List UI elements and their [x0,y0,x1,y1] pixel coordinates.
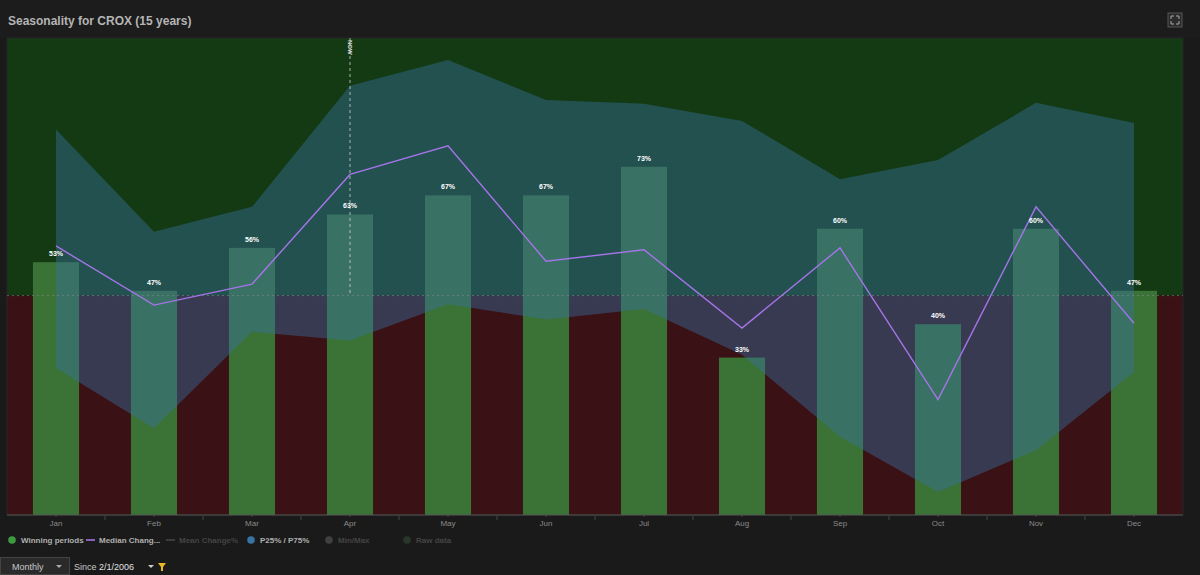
x-tick [154,515,155,517]
data-label: 40% [931,312,946,319]
legend-item[interactable]: P25% / P75% [247,536,309,545]
x-axis-divider [399,515,400,520]
x-tick [644,515,645,517]
data-label: 33% [735,346,750,353]
x-tick-label: Nov [1029,519,1043,528]
legend-label: Min/Max [338,536,370,545]
legend-item[interactable]: Winning periods [8,536,84,545]
x-axis-divider [889,515,890,520]
x-tick-label: Aug [735,519,749,528]
since-arrow [148,565,154,568]
annotation-text: NOW [347,40,353,55]
x-tick [742,515,743,517]
x-tick-label: Mar [245,519,259,528]
x-axis-divider [301,515,302,520]
plot-area [7,60,1183,515]
x-tick-label: May [440,519,455,528]
x-axis-divider [1085,515,1086,520]
grid-line [7,295,1183,296]
data-label: 67% [441,183,456,190]
data-label: 67% [539,183,554,190]
since-date: 2/1/2006 [99,562,134,572]
x-tick [938,515,939,517]
header-background [0,0,1200,38]
period-select[interactable]: Monthly [1,558,70,575]
percentile-band [56,60,1134,492]
chart-title: Seasonality for CROX (15 years) [8,14,191,28]
page-background [0,0,1200,575]
period-select-arrow [56,565,62,568]
x-tick-label: Jun [540,519,553,528]
expand-icon-box [1168,13,1182,27]
data-label: 73% [637,155,652,162]
legend-item[interactable]: Min/Max [325,536,370,545]
data-label: 47% [147,279,162,286]
x-tick-label: Jan [50,519,63,528]
median-line [56,146,1134,400]
x-axis-divider [693,515,694,520]
period-select-text: Monthly [12,562,44,572]
x-tick-label: Apr [344,519,357,528]
legend-label: Mean Change% [179,536,238,545]
legend-line [166,539,175,541]
legend-label: Median Chang... [99,536,160,545]
period-select-box [1,558,70,575]
x-tick-label: Feb [147,519,161,528]
x-tick [1036,515,1037,517]
data-label: 60% [1029,217,1044,224]
chart-root: Seasonality for CROX (15 years) NOW 53% 47%… [0,0,1200,575]
x-tick [546,515,547,517]
legend-item[interactable]: Raw data [403,536,451,545]
expand-icon-glyph [1171,16,1179,24]
data-label: 63% [343,202,358,209]
legend-item[interactable]: Median Chang... [86,536,160,545]
x-tick-label: Dec [1127,519,1141,528]
legend-label: Raw data [416,536,452,545]
data-label: 47% [1127,279,1142,286]
legend: Winning periods Median Chang... Mean Chang… [8,536,451,545]
x-tick-label: Jul [639,519,649,528]
x-axis-divider [497,515,498,520]
plot-frame [7,38,1183,515]
data-label: 56% [245,236,260,243]
x-tick [1134,515,1135,517]
legend-dot [247,536,255,544]
legend-dot [325,536,333,544]
x-tick [56,515,57,517]
legend-dot [8,536,16,544]
x-axis-divider [791,515,792,520]
legend-item[interactable]: Mean Change% [166,536,238,545]
x-axis-divider [987,515,988,520]
legend-line [86,539,95,541]
x-tick [252,515,253,517]
x-axis-divider [595,515,596,520]
legend-label: P25% / P75% [260,536,309,545]
expand-icon[interactable] [1168,13,1182,27]
x-axis-divider [203,515,204,520]
filter-icon[interactable] [158,563,166,571]
since-label: Since [74,562,97,572]
x-tick [840,515,841,517]
legend-label: Winning periods [21,536,84,545]
x-tick-label: Oct [932,519,945,528]
legend-dot [403,536,411,544]
x-tick [448,515,449,517]
data-label: 53% [49,250,64,257]
annotation-line [350,38,351,296]
x-tick [350,515,351,517]
since-input[interactable]: 2/1/2006 [99,562,154,572]
x-tick-label: Sep [833,519,848,528]
bar [719,358,765,515]
x-axis-divider [105,515,106,520]
data-label: 60% [833,217,848,224]
